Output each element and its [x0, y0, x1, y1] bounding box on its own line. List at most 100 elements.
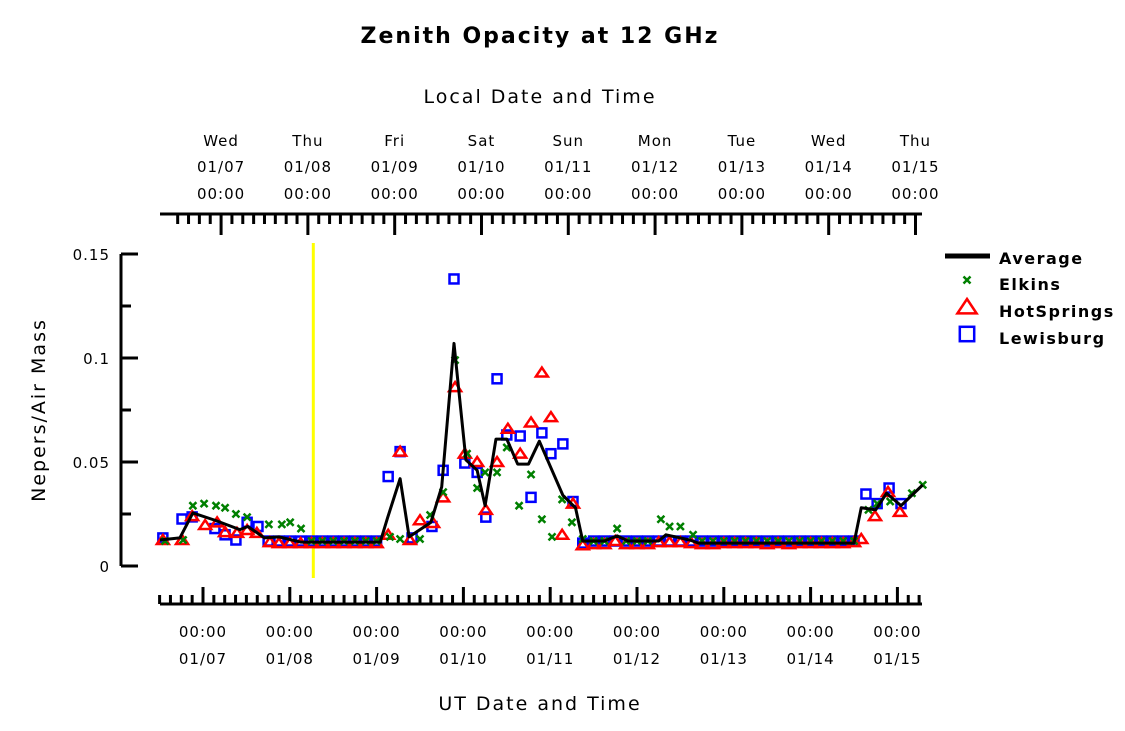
top-tick-time: 00:00: [197, 185, 245, 203]
point-elkins: [656, 514, 666, 524]
bottom-tick-time: 00:00: [526, 623, 574, 641]
point-hotsprings: [270, 535, 288, 549]
top-tick-time: 00:00: [371, 185, 419, 203]
point-elkins: [220, 503, 230, 513]
bottom-tick-time: 00:00: [266, 623, 314, 641]
bottom-tick-time: 00:00: [613, 623, 661, 641]
point-hotsprings: [196, 517, 214, 531]
point-hotsprings: [891, 504, 909, 518]
point-hotsprings: [216, 524, 234, 538]
point-lewisburg: [783, 535, 795, 547]
point-elkins: [492, 468, 502, 477]
bottom-tick-time: 00:00: [352, 623, 400, 641]
top-tick-day: Wed: [811, 132, 847, 150]
bottom-tick-date: 01/12: [613, 650, 661, 668]
point-elkins: [537, 514, 547, 524]
series-average-line: [159, 341, 924, 545]
top-tick-time: 00:00: [631, 185, 679, 203]
point-hotsprings: [411, 512, 429, 526]
bottom-tick-date: 01/11: [526, 650, 574, 668]
point-lewisburg: [536, 427, 548, 439]
top-axis-label: Local Date and Time: [423, 86, 656, 108]
data-marks: [154, 243, 928, 578]
point-elkins: [612, 524, 622, 533]
legend: Average Elkins HotSprings Lewisburg: [945, 249, 1115, 348]
point-lewisburg: [545, 447, 557, 460]
legend-elkins-swatch: [962, 275, 972, 285]
top-tick-day: Fri: [384, 132, 405, 150]
axes: 0 0.05 0.1 0.15 00:00 01/07 00:00 01/08 00:00 01/…: [73, 132, 939, 668]
point-elkins: [211, 501, 221, 511]
legend-hotsprings-swatch: [955, 296, 979, 315]
y-axis-label: Nepers/Air Mass: [28, 318, 50, 502]
point-elkins: [480, 468, 490, 477]
bottom-tick-date: 01/10: [439, 650, 487, 668]
top-tick-date: 01/11: [544, 158, 592, 176]
point-elkins: [277, 520, 287, 529]
point-hotsprings: [488, 454, 506, 468]
top-tick-date: 01/10: [457, 158, 505, 176]
point-lewisburg: [176, 513, 188, 525]
point-lewisburg: [707, 535, 719, 547]
point-lewisburg: [761, 535, 773, 547]
point-lewisburg: [230, 534, 242, 546]
point-lewisburg: [557, 438, 569, 450]
top-tick-time: 00:00: [284, 185, 332, 203]
point-hotsprings: [228, 525, 246, 539]
point-elkins: [285, 517, 295, 527]
point-hotsprings: [511, 446, 529, 459]
point-hotsprings: [866, 508, 884, 522]
top-tick-time: 00:00: [891, 185, 939, 203]
point-hotsprings: [533, 365, 551, 378]
point-lewisburg: [696, 535, 708, 547]
top-tick-day: Tue: [727, 132, 757, 150]
bottom-tick-time: 00:00: [786, 623, 834, 641]
bottom-tick-time: 00:00: [873, 623, 921, 641]
point-elkins: [415, 534, 425, 544]
point-elkins: [665, 522, 674, 531]
bottom-axis-label: UT Date and Time: [438, 693, 641, 715]
top-tick-date: 01/15: [891, 158, 939, 176]
bottom-tick-date: 01/14: [786, 650, 834, 668]
point-hotsprings: [391, 444, 409, 457]
point-elkins: [199, 499, 209, 508]
top-tick-day: Wed: [203, 132, 239, 150]
bottom-tick-date: 01/13: [700, 650, 748, 668]
point-hotsprings: [183, 508, 201, 522]
y-tick-label: 0.05: [73, 454, 110, 472]
top-tick-time: 00:00: [805, 185, 853, 203]
y-tick-label: 0.1: [83, 350, 110, 368]
top-tick-day: Mon: [638, 132, 673, 150]
bottom-tick-time: 00:00: [700, 623, 748, 641]
point-elkins: [395, 534, 405, 544]
point-elkins: [567, 517, 577, 527]
top-tick-day: Thu: [291, 132, 323, 150]
point-elkins: [526, 470, 536, 479]
point-elkins: [547, 532, 557, 542]
bottom-tick-date: 01/08: [266, 650, 314, 668]
point-lewisburg: [860, 488, 872, 500]
bottom-tick-time: 00:00: [439, 623, 487, 641]
top-tick-date: 01/13: [718, 158, 766, 176]
point-hotsprings: [574, 537, 592, 551]
point-lewisburg: [491, 373, 503, 385]
top-tick-date: 01/14: [805, 158, 853, 176]
point-elkins: [514, 501, 524, 511]
point-elkins: [385, 532, 395, 542]
chart-title: Zenith Opacity at 12 GHz: [361, 24, 720, 49]
point-hotsprings: [606, 533, 624, 547]
point-elkins: [296, 524, 306, 533]
top-tick-date: 01/12: [631, 158, 679, 176]
point-hotsprings: [401, 532, 419, 546]
point-lewisburg: [448, 273, 460, 285]
point-elkins: [231, 509, 241, 519]
legend-hotsprings-label: HotSprings: [999, 302, 1115, 321]
top-tick-date: 01/09: [371, 158, 419, 176]
point-elkins: [688, 530, 698, 540]
point-hotsprings: [499, 421, 517, 434]
bottom-tick-date: 01/09: [352, 650, 400, 668]
legend-elkins-label: Elkins: [999, 275, 1061, 294]
point-hotsprings: [672, 534, 689, 548]
point-hotsprings: [468, 454, 486, 468]
